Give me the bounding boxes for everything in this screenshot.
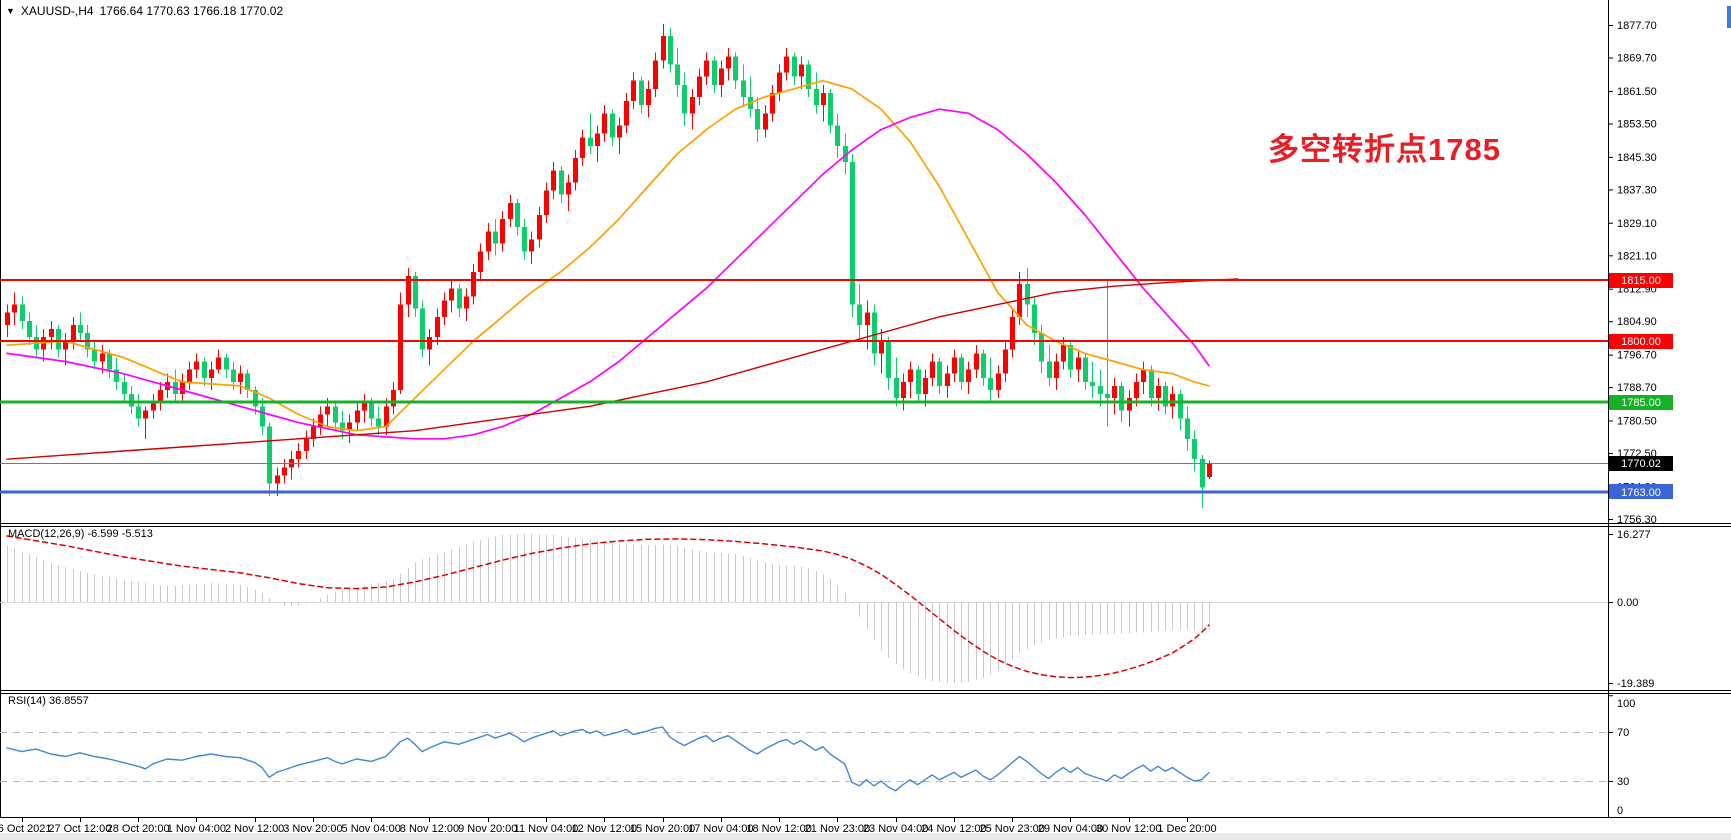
svg-text:1853.50: 1853.50 xyxy=(1617,118,1657,130)
svg-text:1815.00: 1815.00 xyxy=(1621,275,1661,287)
svg-text:30: 30 xyxy=(1617,776,1629,788)
svg-text:16.277: 16.277 xyxy=(1617,529,1651,541)
svg-text:9 Nov 20:00: 9 Nov 20:00 xyxy=(458,823,517,835)
rsi-line xyxy=(6,726,1210,792)
svg-text:30 Nov 12:00: 30 Nov 12:00 xyxy=(1096,823,1161,835)
svg-text:1763.00: 1763.00 xyxy=(1621,487,1661,499)
rsi-indicator-label: RSI(14) 36.8557 xyxy=(8,695,89,707)
svg-text:3 Nov 20:00: 3 Nov 20:00 xyxy=(283,823,342,835)
svg-text:1788.70: 1788.70 xyxy=(1617,382,1657,394)
svg-text:1780.50: 1780.50 xyxy=(1617,416,1657,428)
svg-text:1800.00: 1800.00 xyxy=(1621,336,1661,348)
svg-text:1796.70: 1796.70 xyxy=(1617,350,1657,362)
svg-text:2 Nov 12:00: 2 Nov 12:00 xyxy=(225,823,284,835)
svg-text:1845.30: 1845.30 xyxy=(1617,152,1657,164)
svg-text:17 Nov 04:00: 17 Nov 04:00 xyxy=(688,823,753,835)
moving-averages-layer xyxy=(6,79,1239,460)
svg-text:25 Nov 23:00: 25 Nov 23:00 xyxy=(979,823,1044,835)
chart-title: ▼ XAUUSD-,H4 1766.64 1770.63 1766.18 177… xyxy=(6,4,283,18)
svg-text:1804.90: 1804.90 xyxy=(1617,316,1657,328)
svg-text:-19.389: -19.389 xyxy=(1617,678,1654,690)
indicator-guide-lines xyxy=(0,602,1608,782)
svg-text:8 Nov 12:00: 8 Nov 12:00 xyxy=(400,823,459,835)
svg-text:1869.70: 1869.70 xyxy=(1617,53,1657,65)
macd-layer xyxy=(6,533,1210,684)
svg-text:15 Nov 20:00: 15 Nov 20:00 xyxy=(630,823,695,835)
scroll-indicator xyxy=(1727,6,1731,28)
ohlc-values: 1766.64 1770.63 1766.18 1770.02 xyxy=(99,4,284,18)
svg-text:100: 100 xyxy=(1617,698,1635,710)
rsi-layer xyxy=(6,726,1210,792)
svg-text:5 Nov 04:00: 5 Nov 04:00 xyxy=(342,823,401,835)
price-level-badges: 1815.00 1800.00 1785.00 1763.00 1770.02 xyxy=(1609,273,1673,499)
svg-text:1756.30: 1756.30 xyxy=(1617,514,1657,526)
ma-mid-magenta xyxy=(6,108,1210,440)
price-axis[interactable]: 1877.70 1869.70 1861.50 1853.50 1845.30 1837.… xyxy=(1608,20,1657,818)
svg-text:1785.00: 1785.00 xyxy=(1621,397,1661,409)
svg-text:12 Nov 12:00: 12 Nov 12:00 xyxy=(572,823,637,835)
svg-text:1861.50: 1861.50 xyxy=(1617,86,1657,98)
macd-signal-line xyxy=(6,535,1210,679)
svg-text:24 Nov 12:00: 24 Nov 12:00 xyxy=(921,823,986,835)
macd-indicator-label: MACD(12,26,9) -6.599 -5.513 xyxy=(8,528,153,540)
candles-layer xyxy=(5,23,1212,509)
svg-text:28 Oct 20:00: 28 Oct 20:00 xyxy=(107,823,170,835)
svg-text:26 Oct 2021: 26 Oct 2021 xyxy=(0,823,52,835)
svg-text:0: 0 xyxy=(1617,805,1623,817)
svg-text:11 Nov 04:00: 11 Nov 04:00 xyxy=(514,823,579,835)
svg-text:0.00: 0.00 xyxy=(1617,597,1638,609)
price-level-lines[interactable] xyxy=(0,279,1608,494)
svg-text:1770.02: 1770.02 xyxy=(1621,458,1661,470)
svg-text:70: 70 xyxy=(1617,727,1629,739)
ma-slow-red xyxy=(6,278,1239,460)
svg-text:1 Nov 04:00: 1 Nov 04:00 xyxy=(167,823,226,835)
symbol-dropdown-icon[interactable]: ▼ xyxy=(6,6,15,16)
svg-text:18 Nov 12:00: 18 Nov 12:00 xyxy=(746,823,811,835)
svg-text:1821.10: 1821.10 xyxy=(1617,250,1657,262)
svg-text:23 Nov 04:00: 23 Nov 04:00 xyxy=(863,823,928,835)
svg-text:29 Nov 04:00: 29 Nov 04:00 xyxy=(1038,823,1103,835)
svg-text:1837.30: 1837.30 xyxy=(1617,184,1657,196)
ma-fast-orange xyxy=(6,79,1210,432)
svg-text:21 Nov 23:00: 21 Nov 23:00 xyxy=(805,823,870,835)
svg-text:27 Oct 12:00: 27 Oct 12:00 xyxy=(48,823,111,835)
svg-text:1829.10: 1829.10 xyxy=(1617,218,1657,230)
symbol-period-label: XAUUSD-,H4 xyxy=(20,4,94,18)
svg-text:1 Dec 20:00: 1 Dec 20:00 xyxy=(1157,823,1216,835)
chart-annotation-text: 多空转折点1785 xyxy=(1268,132,1501,167)
svg-text:1877.70: 1877.70 xyxy=(1617,20,1657,32)
